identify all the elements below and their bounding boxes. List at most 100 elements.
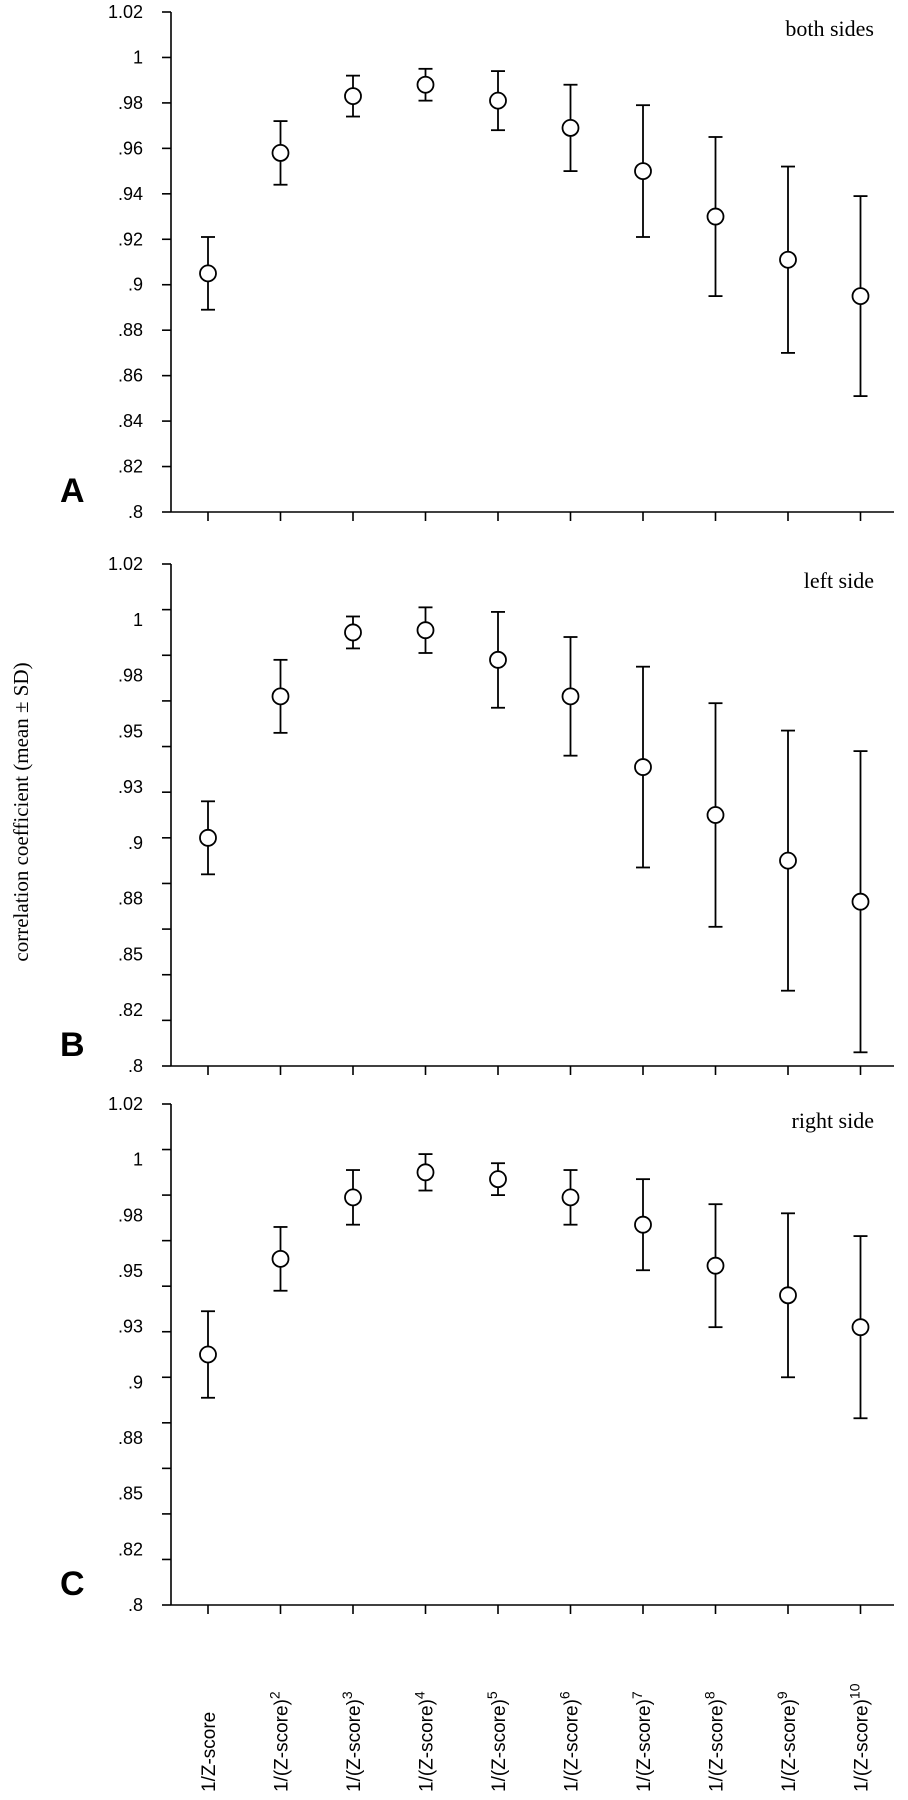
panel-letter: B bbox=[60, 1026, 85, 1064]
error-bar bbox=[489, 1162, 507, 1196]
data-point bbox=[634, 162, 652, 180]
y-tick-label: .96 bbox=[118, 138, 143, 158]
y-tick-label: 1.02 bbox=[108, 554, 143, 574]
error-bar bbox=[344, 1169, 362, 1226]
error-bar bbox=[561, 1169, 580, 1226]
error-bar bbox=[706, 702, 725, 928]
data-point bbox=[561, 119, 580, 137]
x-category-superscript: 5 bbox=[484, 1691, 500, 1699]
x-category-labels: 1/Z-score 1/(Z-score)2 1/(Z-score)3 1/(Z-sc… bbox=[199, 1683, 873, 1792]
error-bar bbox=[199, 236, 217, 311]
y-tick-label: .95 bbox=[118, 1261, 143, 1281]
y-tick-label: 1 bbox=[133, 1150, 143, 1170]
error-bar bbox=[561, 83, 580, 172]
data-point bbox=[634, 758, 652, 776]
data-point bbox=[199, 264, 217, 283]
y-tick-label: .88 bbox=[118, 320, 143, 340]
data-point bbox=[489, 91, 507, 110]
data-point bbox=[344, 87, 362, 105]
y-tick-label: .98 bbox=[118, 666, 143, 686]
data-point bbox=[271, 144, 290, 162]
error-bar bbox=[561, 636, 580, 757]
x-category-label: 1/(Z-score)5 bbox=[484, 1691, 510, 1792]
x-category-superscript: 4 bbox=[412, 1691, 428, 1699]
y-tick-label: .92 bbox=[118, 229, 143, 249]
x-category-superscript: 10 bbox=[847, 1683, 863, 1699]
panel-annotation: right side bbox=[792, 1108, 875, 1133]
panel-letter: C bbox=[60, 1565, 85, 1603]
y-tick-label: .84 bbox=[118, 411, 143, 431]
error-bar bbox=[779, 729, 797, 992]
error-bar bbox=[271, 658, 290, 734]
data-point bbox=[489, 650, 507, 669]
data-point bbox=[416, 621, 435, 640]
data-point bbox=[561, 1188, 580, 1207]
y-tick-label: .95 bbox=[118, 721, 143, 741]
error-bar bbox=[779, 1212, 797, 1379]
data-point bbox=[271, 687, 290, 706]
y-tick-label: 1 bbox=[133, 610, 143, 630]
panel-annotation: left side bbox=[804, 568, 874, 593]
data-point bbox=[489, 1170, 507, 1189]
x-category-superscript: 8 bbox=[702, 1691, 718, 1699]
data-point bbox=[634, 1215, 652, 1234]
error-bar bbox=[416, 606, 435, 654]
y-tick-label: 1 bbox=[133, 47, 143, 67]
error-bar bbox=[489, 70, 507, 132]
y-tick-label: .82 bbox=[118, 1539, 143, 1559]
y-tick-label: .9 bbox=[128, 275, 143, 295]
data-point bbox=[779, 1286, 797, 1305]
data-point bbox=[779, 851, 797, 870]
data-point bbox=[199, 1345, 217, 1364]
y-tick-label: .8 bbox=[128, 1056, 143, 1076]
y-tick-label: .88 bbox=[118, 1428, 143, 1448]
y-tick-label: .98 bbox=[118, 93, 143, 113]
y-tick-label: .82 bbox=[118, 1000, 143, 1020]
x-category-label: 1/(Z-score)6 bbox=[557, 1691, 583, 1792]
x-category-label: 1/(Z-score)3 bbox=[339, 1691, 365, 1792]
y-tick-label: .9 bbox=[128, 833, 143, 853]
error-bar bbox=[344, 74, 362, 118]
x-category-label: 1/(Z-score)9 bbox=[774, 1691, 800, 1792]
data-point bbox=[779, 250, 797, 269]
y-tick-label: .9 bbox=[128, 1372, 143, 1392]
data-point bbox=[416, 75, 435, 94]
data-point bbox=[271, 1249, 290, 1268]
y-tick-label: 1.02 bbox=[108, 1094, 143, 1114]
error-bar bbox=[634, 1178, 652, 1272]
error-bar bbox=[416, 1153, 435, 1192]
x-category-superscript: 9 bbox=[774, 1691, 790, 1699]
data-point bbox=[706, 806, 725, 824]
data-point bbox=[416, 1163, 435, 1182]
error-bar bbox=[851, 1235, 870, 1420]
y-tick-label: .98 bbox=[118, 1205, 143, 1225]
data-point bbox=[561, 687, 580, 706]
data-point bbox=[851, 892, 870, 911]
error-bar bbox=[706, 1203, 725, 1329]
y-tick-label: .8 bbox=[128, 502, 143, 522]
y-tick-label: .8 bbox=[128, 1595, 143, 1615]
error-bar bbox=[634, 665, 652, 869]
data-point bbox=[706, 1256, 725, 1275]
data-point bbox=[199, 828, 217, 847]
x-category-label: 1/(Z-score)2 bbox=[267, 1691, 293, 1792]
error-bar bbox=[344, 615, 362, 650]
y-tick-label: .88 bbox=[118, 889, 143, 909]
x-category-label: 1/(Z-score)8 bbox=[702, 1691, 728, 1792]
y-tick-label: 1.02 bbox=[108, 2, 143, 22]
y-tick-label: .93 bbox=[118, 777, 143, 797]
error-bar bbox=[416, 67, 435, 102]
data-point bbox=[851, 1318, 870, 1337]
y-axis-label: correlation coefficient (mean ± SD) bbox=[9, 662, 33, 961]
y-tick-label: .85 bbox=[118, 944, 143, 964]
x-category-superscript: 3 bbox=[339, 1691, 355, 1699]
error-bar bbox=[489, 611, 507, 709]
error-bar bbox=[199, 1310, 217, 1399]
data-point bbox=[344, 623, 362, 642]
error-bar bbox=[271, 120, 290, 186]
